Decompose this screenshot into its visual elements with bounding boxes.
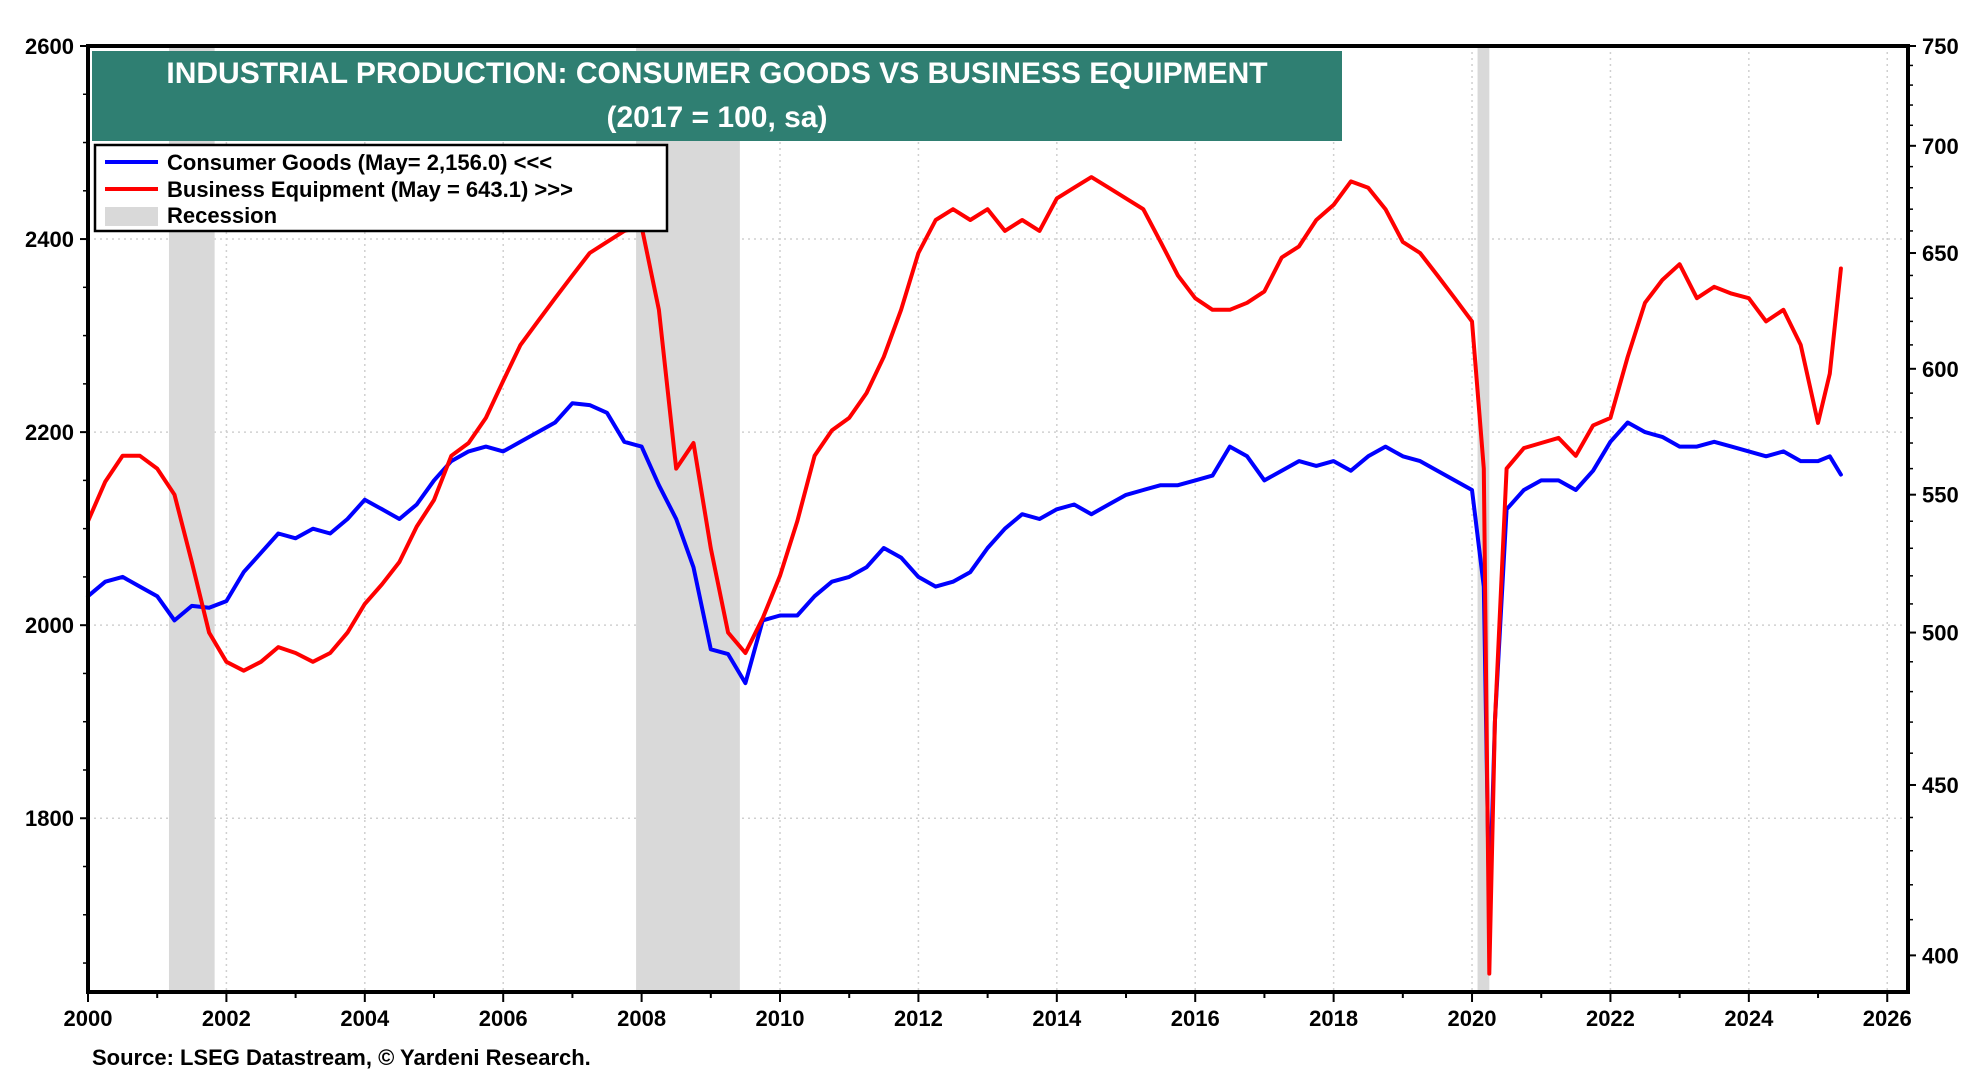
y-left-tick-label: 2000	[25, 613, 74, 638]
y-left-tick-label: 2200	[25, 420, 74, 445]
x-tick-label: 2022	[1586, 1006, 1635, 1031]
plot-frame	[86, 44, 1910, 994]
y-right-tick-label: 750	[1922, 34, 1959, 59]
legend-business-equipment-label: Business Equipment (May = 643.1) >>>	[167, 177, 573, 202]
y-right-tick-label: 600	[1922, 357, 1959, 382]
legend-consumer-goods-label: Consumer Goods (May= 2,156.0) <<<	[167, 150, 552, 175]
business-equipment-line	[86, 175, 1843, 976]
x-tick-label: 2026	[1863, 1006, 1912, 1031]
x-tick-label: 2008	[617, 1006, 666, 1031]
chart-title-box: INDUSTRIAL PRODUCTION: CONSUMER GOODS VS…	[92, 51, 1342, 141]
y-left-tick-label: 2400	[25, 227, 74, 252]
legend-recession-label: Recession	[167, 203, 277, 228]
series-lines	[86, 175, 1843, 976]
y-right-tick-label: 500	[1922, 621, 1959, 646]
y-right-tick-label: 450	[1922, 773, 1959, 798]
x-tick-label: 2010	[756, 1006, 805, 1031]
y-axis-right: 400 450 500 550 600 650 700 750	[1908, 34, 1959, 968]
x-tick-label: 2020	[1448, 1006, 1497, 1031]
chart-title: INDUSTRIAL PRODUCTION: CONSUMER GOODS VS…	[166, 57, 1267, 90]
y-right-tick-label: 650	[1922, 241, 1959, 266]
consumer-goods-line	[86, 401, 1843, 917]
y-right-tick-label: 550	[1922, 483, 1959, 508]
y-right-tick-label: 700	[1922, 134, 1959, 159]
title-background	[92, 51, 1342, 141]
x-tick-label: 2014	[1032, 1006, 1082, 1031]
x-tick-label: 2002	[202, 1006, 251, 1031]
x-tick-label: 2006	[479, 1006, 528, 1031]
x-tick-label: 2024	[1724, 1006, 1774, 1031]
x-tick-label: 2000	[64, 1006, 113, 1031]
y-left-tick-label: 2600	[25, 34, 74, 59]
chart-subtitle: (2017 = 100, sa)	[606, 101, 827, 134]
legend-box	[93, 143, 669, 233]
x-tick-label: 2004	[340, 1006, 390, 1031]
legend-recession-swatch	[105, 207, 158, 226]
y-left-tick-label: 1800	[25, 806, 74, 831]
source-note: Source: LSEG Datastream, © Yardeni Resea…	[92, 1045, 591, 1070]
x-tick-label: 2016	[1171, 1006, 1220, 1031]
y-axis-left: 1800 2000 2200 2400 2600	[25, 34, 88, 964]
x-axis: 2000 2002 2004 2006 2008 2010 2012 2014 2016 2018…	[64, 992, 1912, 1031]
legend: Consumer Goods (May= 2,156.0) <<< Busine…	[93, 143, 669, 233]
y-right-tick-label: 400	[1922, 943, 1959, 968]
x-tick-label: 2012	[894, 1006, 943, 1031]
x-tick-label: 2018	[1309, 1006, 1358, 1031]
